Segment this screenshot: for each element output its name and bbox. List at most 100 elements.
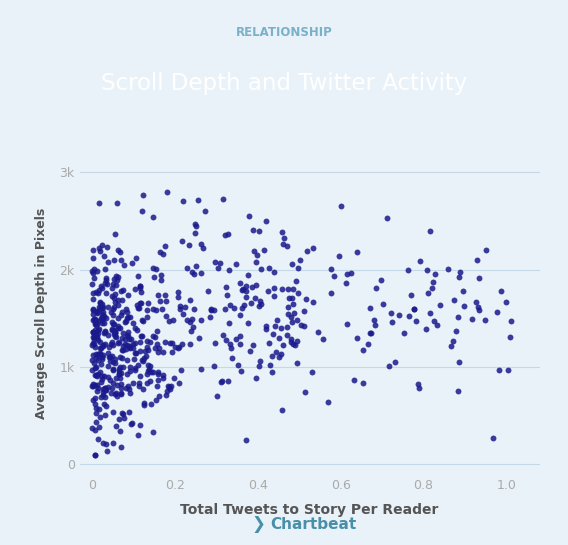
Point bbox=[91, 362, 101, 371]
Point bbox=[95, 247, 105, 256]
Point bbox=[157, 305, 166, 314]
Point bbox=[100, 340, 109, 348]
Point bbox=[253, 251, 262, 260]
Point bbox=[161, 290, 170, 299]
Point bbox=[88, 328, 97, 337]
Point bbox=[151, 344, 160, 353]
Point bbox=[176, 304, 185, 313]
Point bbox=[112, 421, 121, 430]
Point bbox=[93, 371, 102, 380]
Point bbox=[235, 279, 244, 288]
Point bbox=[125, 335, 134, 343]
Point bbox=[99, 318, 108, 327]
Point bbox=[246, 347, 255, 355]
Point bbox=[242, 435, 251, 444]
Point bbox=[151, 333, 160, 342]
Point bbox=[122, 344, 131, 353]
Point bbox=[216, 258, 225, 267]
Point bbox=[95, 338, 105, 347]
Point bbox=[259, 246, 268, 255]
Point bbox=[248, 282, 257, 291]
Point bbox=[90, 380, 99, 389]
Point bbox=[231, 334, 240, 343]
Point bbox=[94, 325, 103, 334]
Point bbox=[117, 354, 126, 362]
Point bbox=[136, 282, 145, 290]
Point bbox=[190, 270, 199, 278]
Point bbox=[319, 335, 328, 343]
Point bbox=[89, 379, 98, 388]
Point bbox=[123, 331, 132, 340]
Point bbox=[176, 301, 185, 310]
Point bbox=[125, 313, 134, 322]
Point bbox=[140, 398, 149, 407]
Point bbox=[93, 386, 102, 395]
Point bbox=[123, 370, 132, 379]
Point bbox=[139, 401, 148, 410]
Point bbox=[114, 245, 123, 254]
Point bbox=[166, 382, 175, 390]
Point bbox=[89, 305, 98, 313]
Point bbox=[90, 335, 99, 343]
Point bbox=[98, 311, 107, 320]
Point bbox=[232, 259, 241, 268]
Point bbox=[91, 328, 100, 337]
Point bbox=[136, 346, 145, 355]
Point bbox=[237, 286, 247, 294]
Point bbox=[488, 433, 498, 442]
Point bbox=[173, 288, 182, 296]
Point bbox=[300, 387, 309, 396]
Point bbox=[128, 379, 137, 387]
Point bbox=[138, 191, 147, 199]
Point bbox=[106, 308, 115, 317]
Point bbox=[126, 335, 135, 343]
Point bbox=[161, 241, 170, 250]
Point bbox=[190, 220, 199, 228]
Point bbox=[118, 409, 127, 417]
Point bbox=[244, 318, 253, 327]
Point bbox=[89, 338, 98, 347]
Point bbox=[144, 298, 153, 307]
Point bbox=[109, 319, 118, 328]
Point bbox=[358, 346, 367, 354]
Point bbox=[99, 312, 108, 320]
Point bbox=[129, 355, 138, 364]
Point bbox=[95, 343, 105, 352]
Point bbox=[95, 368, 105, 377]
Point bbox=[209, 362, 218, 371]
Point bbox=[88, 254, 97, 263]
Point bbox=[272, 316, 281, 324]
Point bbox=[414, 384, 423, 392]
Point bbox=[502, 298, 511, 306]
Point bbox=[112, 380, 122, 389]
Point bbox=[158, 348, 168, 357]
Point bbox=[148, 367, 157, 376]
Point bbox=[93, 317, 102, 325]
Point bbox=[135, 304, 144, 312]
Point bbox=[300, 322, 309, 331]
Point bbox=[503, 365, 512, 374]
Point bbox=[87, 279, 97, 288]
Point bbox=[177, 340, 186, 349]
Point bbox=[349, 376, 358, 384]
Point bbox=[186, 296, 195, 305]
Point bbox=[93, 336, 102, 345]
Point bbox=[288, 299, 297, 308]
Point bbox=[135, 371, 144, 380]
Point bbox=[97, 353, 106, 361]
Point bbox=[102, 440, 111, 449]
Point bbox=[92, 350, 101, 359]
Point bbox=[102, 385, 111, 394]
Point bbox=[224, 265, 233, 274]
Point bbox=[95, 302, 104, 311]
Point bbox=[366, 329, 375, 337]
Point bbox=[131, 348, 140, 357]
Point bbox=[109, 275, 118, 283]
Point bbox=[105, 353, 114, 361]
Point bbox=[94, 289, 103, 298]
Point bbox=[216, 378, 225, 386]
Text: RELATIONSHIP: RELATIONSHIP bbox=[236, 26, 332, 39]
Point bbox=[241, 287, 250, 295]
Point bbox=[123, 314, 132, 323]
Point bbox=[108, 358, 118, 366]
